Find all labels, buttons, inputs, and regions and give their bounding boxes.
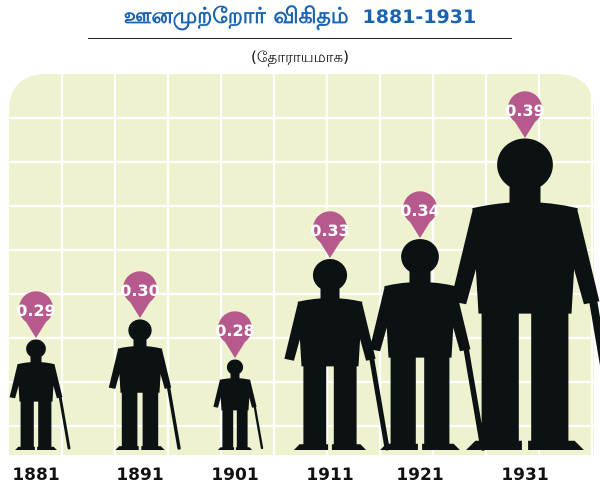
- chart-x-axis-labels: 1881 1891 1901 1911 1921 1931: [12, 465, 548, 485]
- chart-title-main: ஊனமுற்றோர் விகிதம்: [123, 4, 349, 29]
- x-axis-label-1931: 1931: [501, 465, 548, 485]
- x-axis-label-1921: 1921: [396, 465, 443, 485]
- value-marker-1931: [507, 91, 542, 138]
- value-marker-1891: [123, 271, 157, 318]
- figure-1881: [9, 339, 71, 450]
- value-label-1911: 0.33: [310, 221, 349, 240]
- value-label-1921: 0.34: [400, 201, 439, 220]
- figure-1901: [213, 359, 264, 450]
- chart-markers: 0.29 0.30 0.28 0.33 0.34 0.39: [16, 91, 545, 358]
- value-label-1901: 0.28: [215, 321, 254, 340]
- x-axis-label-1901: 1901: [211, 465, 258, 485]
- x-axis-label-1891: 1891: [116, 465, 163, 485]
- value-label-1891: 0.30: [120, 281, 159, 300]
- figure-1931: [450, 138, 600, 450]
- value-label-1881: 0.29: [16, 301, 55, 320]
- value-marker-1881: [19, 291, 54, 338]
- x-axis-label-1911: 1911: [306, 465, 353, 485]
- chart-subtitle: (தோராயமாக): [251, 48, 349, 66]
- x-axis-label-1881: 1881: [12, 465, 59, 485]
- chart-figures: [9, 138, 600, 451]
- value-marker-1911: [313, 211, 347, 258]
- chart-title: ஊனமுற்றோர் விகிதம் 1881-1931: [0, 4, 600, 32]
- value-marker-1921: [403, 191, 438, 238]
- title-underline: [88, 38, 512, 39]
- figure-1921: [369, 238, 486, 451]
- chart-title-years: 1881-1931: [362, 6, 477, 28]
- value-label-1931: 0.39: [505, 101, 544, 120]
- value-marker-1901: [218, 311, 253, 358]
- figure-1891: [108, 319, 181, 450]
- figure-1911: [284, 259, 390, 451]
